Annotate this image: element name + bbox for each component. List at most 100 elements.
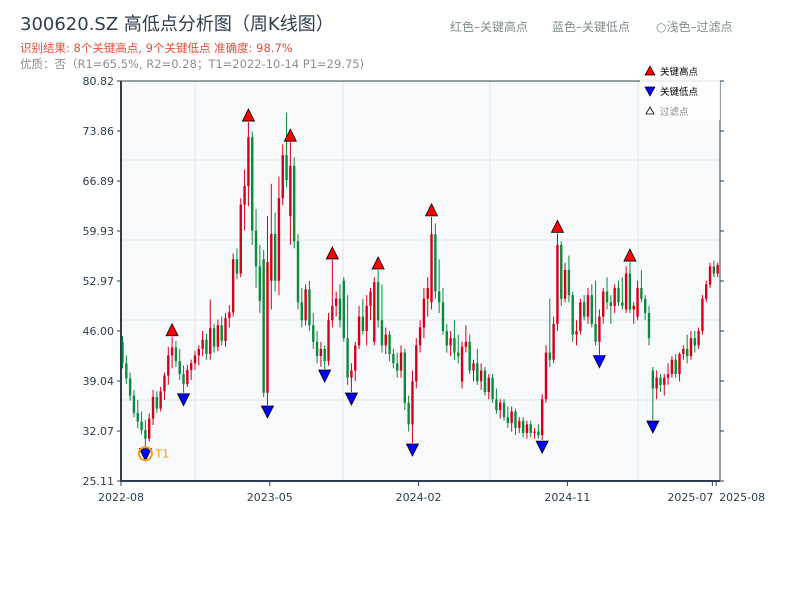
legend-low-label: 关键低点 xyxy=(660,86,699,98)
candle-up xyxy=(384,334,387,346)
candle-down xyxy=(441,302,445,332)
candle-down xyxy=(483,370,487,393)
candle-up xyxy=(163,375,166,392)
key-low-marker xyxy=(344,392,359,406)
candle-up xyxy=(689,338,693,357)
candle-down xyxy=(312,325,315,342)
key-high-marker xyxy=(371,256,385,270)
candle-down xyxy=(582,302,586,317)
candle-up xyxy=(666,374,670,378)
candle-up xyxy=(449,338,452,346)
candle-down xyxy=(132,395,136,413)
candle-up xyxy=(243,185,246,205)
candle-down xyxy=(254,230,258,267)
candle-up xyxy=(602,291,605,317)
candle-up xyxy=(216,325,220,347)
legend-red-note: 红色–关键高点 xyxy=(450,20,529,34)
candle-down xyxy=(567,269,571,296)
candle-down xyxy=(529,424,532,433)
candle-up xyxy=(552,323,555,360)
candle-up xyxy=(682,348,685,354)
candle-down xyxy=(292,165,296,242)
y-tick-label: 39.04 xyxy=(83,375,115,388)
candle-up xyxy=(678,353,681,375)
candle-up xyxy=(598,316,601,342)
candle-down xyxy=(338,298,342,321)
candle-up xyxy=(193,355,197,364)
key-high-marker xyxy=(550,219,565,233)
candle-down xyxy=(468,341,471,371)
candle-up xyxy=(663,377,666,385)
chart-title: 300620.SZ 高低点分析图（周K线图） xyxy=(20,14,334,35)
candle-down xyxy=(514,411,517,428)
candle-up xyxy=(624,273,628,310)
candle-down xyxy=(434,234,437,292)
candle-down xyxy=(685,348,689,357)
candle-up xyxy=(472,363,475,371)
candle-up xyxy=(544,352,548,400)
candle-up xyxy=(247,137,250,186)
candle-up xyxy=(518,420,521,428)
x-tick-label: 2025-07 xyxy=(667,491,713,504)
x-tick-label: 2022-08 xyxy=(98,491,144,504)
candle-up xyxy=(575,331,578,335)
candle-up xyxy=(579,302,582,332)
y-tick-label: 52.97 xyxy=(83,275,115,288)
filtered-triangle-icon xyxy=(645,106,655,115)
candle-up xyxy=(209,328,212,354)
key-high-marker xyxy=(623,248,637,262)
candle-up xyxy=(231,259,235,313)
candle-up xyxy=(418,327,422,346)
candle-up xyxy=(670,359,674,375)
candle-down xyxy=(136,412,139,422)
legend-filtered-label: 过滤点 xyxy=(660,106,689,118)
candle-up xyxy=(266,262,269,393)
candle-down xyxy=(308,289,311,326)
candle-down xyxy=(502,402,506,418)
candle-down xyxy=(128,378,132,396)
candle-up xyxy=(510,411,513,423)
candle-down xyxy=(453,338,456,353)
candle-up xyxy=(331,305,334,321)
key-high-marker xyxy=(241,108,256,122)
candle-up xyxy=(655,377,658,389)
plot-area xyxy=(121,81,720,481)
candle-up xyxy=(167,355,170,376)
candle-up xyxy=(697,331,700,346)
candle-up xyxy=(705,284,708,299)
candle-up xyxy=(525,424,529,433)
y-tick-label: 32.07 xyxy=(83,425,115,438)
candle-up xyxy=(373,282,376,342)
markers: T1 xyxy=(137,108,660,462)
candle-up xyxy=(277,198,281,281)
candle-down xyxy=(392,353,395,364)
candle-up xyxy=(460,346,464,382)
candle-down xyxy=(457,352,460,357)
candle-up xyxy=(399,352,403,371)
candle-down xyxy=(273,234,277,281)
y-tick-label: 80.82 xyxy=(83,75,115,88)
candle-down xyxy=(643,298,647,314)
candle-up xyxy=(613,287,616,306)
candle-down xyxy=(144,430,147,439)
candle-up xyxy=(533,431,536,433)
candle-up xyxy=(148,418,151,439)
candle-down xyxy=(300,302,304,321)
candle-down xyxy=(251,137,254,231)
candle-up xyxy=(189,363,193,370)
x-tick-label: 2024-02 xyxy=(396,491,442,504)
candle-down xyxy=(609,302,613,306)
candle-down xyxy=(712,266,716,274)
candle-up xyxy=(716,264,719,274)
candle-up xyxy=(186,369,189,385)
candle-down xyxy=(296,241,300,303)
candle-down xyxy=(445,331,448,346)
candle-down xyxy=(651,370,655,389)
candle-down xyxy=(571,295,574,335)
candle-up xyxy=(415,345,418,382)
axes: 25.11 32.07 39.04 46.00 52.97 59.93 66.89 73.86… xyxy=(81,74,765,505)
candle-down xyxy=(346,338,349,378)
candle-down xyxy=(361,316,365,332)
candle-up xyxy=(270,234,273,281)
candle-down xyxy=(594,323,597,342)
